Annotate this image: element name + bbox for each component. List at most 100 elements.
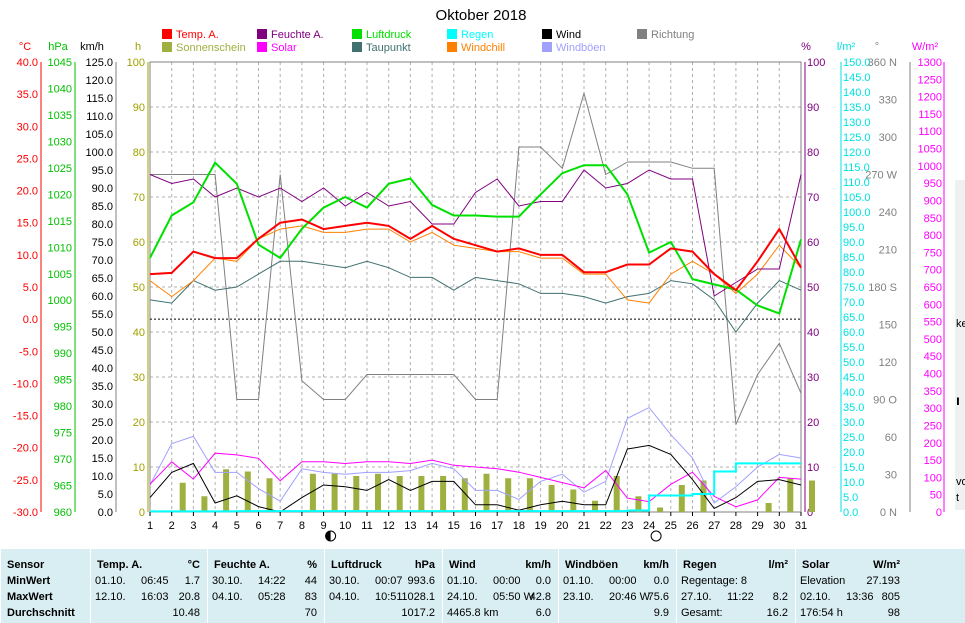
- axis-tick-solar: 400: [924, 369, 942, 381]
- axis-tick-hum: 30: [807, 372, 819, 384]
- axis-tick-wind: 0.0: [98, 507, 113, 519]
- axis-tick-wind: 120.0: [85, 75, 113, 87]
- axis-tick-hum: 10: [807, 462, 819, 474]
- axis-tick-wind: 95.0: [92, 165, 113, 177]
- axis-tick-dir: 360 N: [868, 57, 897, 69]
- stats-date: 27.10.: [681, 591, 712, 603]
- axis-tick-sun: 70: [133, 192, 145, 204]
- x-tick-label: 23: [621, 520, 633, 532]
- axis-tick-wind: 80.0: [92, 219, 113, 231]
- stats-time: 16:03: [141, 591, 169, 603]
- sunshine-bar: [700, 480, 707, 512]
- legend-swatch: [542, 42, 552, 52]
- axis-tick-dir: 210: [879, 245, 897, 257]
- axis-tick-rain: 115.0: [843, 162, 870, 174]
- axis-tick-rain: 15.0: [843, 462, 864, 474]
- legend-label: Richtung: [651, 29, 694, 41]
- axis-tick-solar: 1250: [918, 74, 942, 86]
- stats-value: 10.48: [172, 607, 200, 619]
- stats-value: 16.2: [766, 607, 788, 619]
- sunshine-bar: [483, 473, 490, 512]
- stats-column: Regen l/m² Regentage: 8 27.10. 11:22 8.2 Gesam…: [676, 549, 796, 623]
- axis-tick-rain: 50.0: [843, 357, 864, 369]
- axis-tick-solar: 100: [924, 472, 942, 484]
- stats-date: 01.10.: [95, 575, 126, 587]
- axis-unit-press: hPa: [48, 41, 68, 53]
- stats-time: 00:00: [493, 575, 521, 587]
- axis-tick-dir: 270 W: [865, 170, 897, 182]
- legend-label: Feuchte A.: [271, 29, 324, 41]
- stats-value: 42.8: [529, 591, 551, 603]
- stats-date: 04.10.: [212, 591, 243, 603]
- axis-tick-press: 985: [54, 375, 72, 387]
- sunshine-bar: [396, 476, 403, 512]
- axis-tick-sun: 10: [133, 462, 145, 474]
- legend-label: Luftdruck: [366, 29, 412, 41]
- legend-swatch: [542, 29, 552, 39]
- axis-tick-solar: 600: [924, 299, 942, 311]
- legend-label: Windböen: [556, 42, 606, 54]
- axis-tick-temp: -30.0: [13, 507, 38, 519]
- stats-value: 6.0: [535, 607, 551, 619]
- stats-date: Regentage: 8: [681, 575, 748, 587]
- stats-header: Sensor: [7, 559, 45, 571]
- axis-tick-wind: 25.0: [92, 417, 113, 429]
- axis-tick-sun: 20: [133, 417, 145, 429]
- axis-tick-wind: 110.0: [86, 111, 113, 123]
- stats-date: 01.10.: [447, 575, 478, 587]
- axis-tick-sun: 60: [133, 237, 145, 249]
- stats-value: 98: [887, 607, 900, 619]
- axis-tick-wind: 15.0: [92, 453, 113, 465]
- axis-tick-solar: 900: [924, 195, 942, 207]
- axis-tick-temp: 30.0: [17, 121, 38, 133]
- axis-tick-press: 1040: [48, 83, 72, 95]
- axis-unit-sun: h: [135, 41, 141, 53]
- sunshine-bar: [179, 482, 186, 512]
- sunshine-bar: [375, 473, 381, 512]
- axis-tick-press: 1020: [48, 189, 72, 201]
- axis-tick-solar: 1300: [918, 57, 942, 69]
- edge-fragment-3: vo: [956, 476, 965, 488]
- sunshine-bar: [418, 476, 425, 512]
- stats-date: Elevation: [800, 575, 846, 587]
- axis-tick-wind: 100.0: [85, 147, 113, 159]
- axis-unit-solar: W/m²: [912, 41, 939, 53]
- stats-date: 01.10.: [563, 575, 594, 587]
- axis-tick-dir: 180 S: [868, 282, 897, 294]
- axis-tick-rain: 20.0: [843, 447, 864, 459]
- axis-tick-hum: 0: [807, 507, 813, 519]
- legend-swatch: [447, 29, 457, 39]
- stats-header: Temp. A.: [97, 559, 143, 571]
- x-tick-label: 22: [600, 520, 612, 532]
- stats-time: 14:22: [258, 575, 286, 587]
- sunshine-bar: [787, 478, 794, 512]
- stats-date: 30.10.: [212, 575, 243, 587]
- legend-swatch: [352, 29, 362, 39]
- stats-value: 27.193: [866, 575, 900, 587]
- axis-unit-dir: °: [875, 41, 879, 53]
- sunshine-bar: [570, 489, 577, 512]
- axis-tick-solar: 350: [924, 386, 942, 398]
- axis-tick-rain: 0.0: [843, 507, 858, 519]
- series-line-temp-a-: [149, 218, 802, 292]
- axis-tick-hum: 60: [807, 237, 819, 249]
- axis-unit-temp: °C: [19, 41, 31, 53]
- stats-date: 12.10.: [95, 591, 126, 603]
- axis-tick-solar: 0: [936, 507, 942, 519]
- axis-tick-press: 995: [54, 322, 72, 334]
- axis-tick-wind: 65.0: [92, 273, 113, 285]
- axis-tick-wind: 5.0: [98, 489, 113, 501]
- stats-unit: km/h: [525, 559, 551, 571]
- axis-tick-rain: 125.0: [843, 132, 871, 144]
- weather-chart: °C-30.0-25.0-20.0-15.0-10.0-5.00.05.010.…: [13, 7, 945, 542]
- sunshine-bar: [526, 478, 533, 512]
- axis-tick-wind: 85.0: [92, 201, 113, 213]
- axis-tick-solar: 500: [924, 334, 942, 346]
- series-line-regen: [150, 462, 801, 513]
- sunshine-bar: [244, 471, 251, 512]
- clipped-window-edge: ke ı vo t: [955, 180, 965, 510]
- axis-tick-dir: 240: [879, 207, 897, 219]
- sunshine-bar: [440, 476, 447, 512]
- axis-tick-rain: 110.0: [843, 177, 870, 189]
